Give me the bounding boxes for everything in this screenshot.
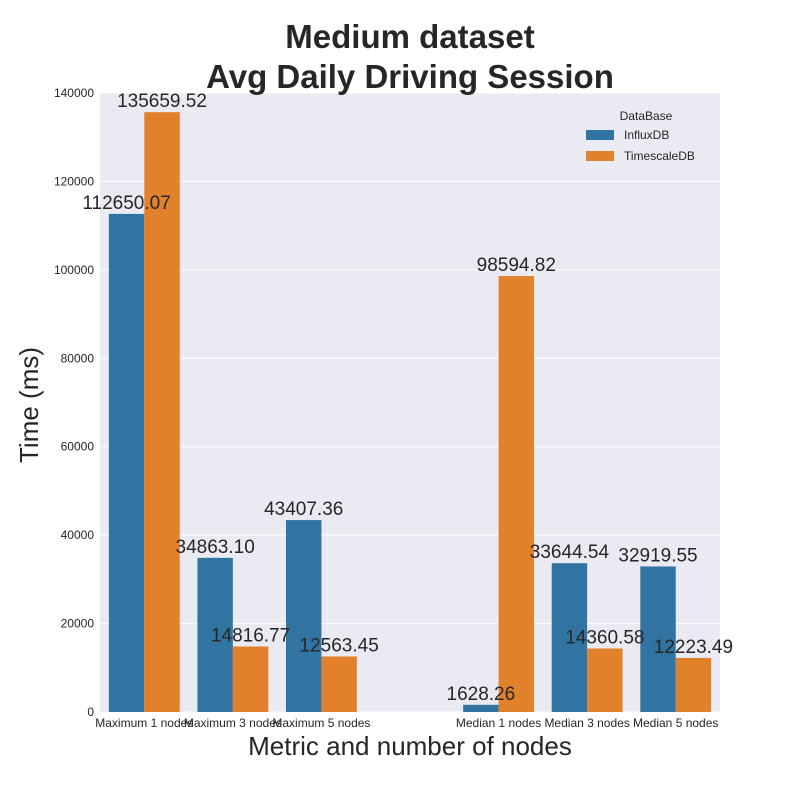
- legend-swatch-influxdb: [586, 130, 614, 140]
- y-tick-label: 40000: [61, 528, 95, 542]
- bar-timescaledb: [675, 657, 712, 712]
- bar-value-label: 34863.10: [176, 537, 255, 558]
- bar-value-label: 12563.45: [300, 635, 379, 656]
- bars: [108, 112, 712, 713]
- y-tick-label: 20000: [61, 617, 95, 631]
- x-tick-label: Maximum 3 nodes: [184, 716, 282, 730]
- x-tick-label: Maximum 1 nodes: [95, 716, 193, 730]
- y-tick-label: 140000: [54, 86, 94, 100]
- chart-title-line-1: Medium dataset: [285, 18, 534, 55]
- bar-timescaledb: [587, 648, 623, 712]
- x-tick-label: Median 3 nodes: [544, 716, 629, 730]
- bar-value-label: 32919.55: [618, 545, 697, 566]
- bar-value-label: 98594.82: [477, 255, 556, 276]
- legend-label-influxdb: InfluxDB: [624, 128, 669, 142]
- y-tick-label: 60000: [61, 440, 95, 454]
- legend: DataBase InfluxDB TimescaleDB: [586, 109, 695, 163]
- x-tick-label: Maximum 5 nodes: [272, 716, 370, 730]
- bar-timescaledb: [144, 112, 180, 713]
- x-axis-label: Metric and number of nodes: [248, 731, 572, 761]
- legend-swatch-timescaledb: [586, 151, 614, 161]
- bar-value-label: 135659.52: [117, 91, 207, 112]
- bar-influxdb: [286, 520, 322, 712]
- bar-influxdb: [108, 213, 145, 712]
- bar-value-label: 14816.77: [211, 625, 290, 646]
- bar-influxdb: [463, 704, 499, 712]
- x-tick-label: Median 5 nodes: [633, 716, 718, 730]
- bar-value-label: 112650.07: [82, 193, 170, 214]
- bar-influxdb: [551, 563, 588, 712]
- y-tick-label: 80000: [61, 351, 95, 365]
- bar-value-label: 1628.26: [447, 684, 516, 705]
- bar-timescaledb: [232, 646, 269, 712]
- y-axis-label: Time (ms): [14, 347, 44, 463]
- y-tick-label: 100000: [54, 263, 94, 277]
- legend-label-timescaledb: TimescaleDB: [624, 149, 695, 163]
- bar-value-label: 33644.54: [530, 542, 610, 563]
- legend-title: DataBase: [620, 109, 673, 123]
- bar-influxdb: [640, 566, 676, 712]
- plot-area: [100, 93, 720, 712]
- chart-title-line-2: Avg Daily Driving Session: [206, 58, 614, 95]
- y-tick-label: 120000: [54, 174, 94, 188]
- x-tick-label: Median 1 nodes: [456, 716, 541, 730]
- y-tick-label: 0: [87, 705, 94, 719]
- y-axis-ticks: 0 20000 40000 60000 80000 100000 120000 140000: [54, 86, 94, 719]
- bar-value-label: 12223.49: [654, 637, 733, 658]
- bar-timescaledb: [321, 656, 357, 712]
- bar-value-labels: 112650.07 135659.52 34863.10 14816.77 43407.…: [82, 91, 733, 705]
- bar-value-label: 43407.36: [264, 499, 343, 520]
- bar-influxdb: [197, 557, 233, 712]
- bar-value-label: 14360.58: [565, 628, 644, 649]
- bar-timescaledb: [498, 276, 534, 712]
